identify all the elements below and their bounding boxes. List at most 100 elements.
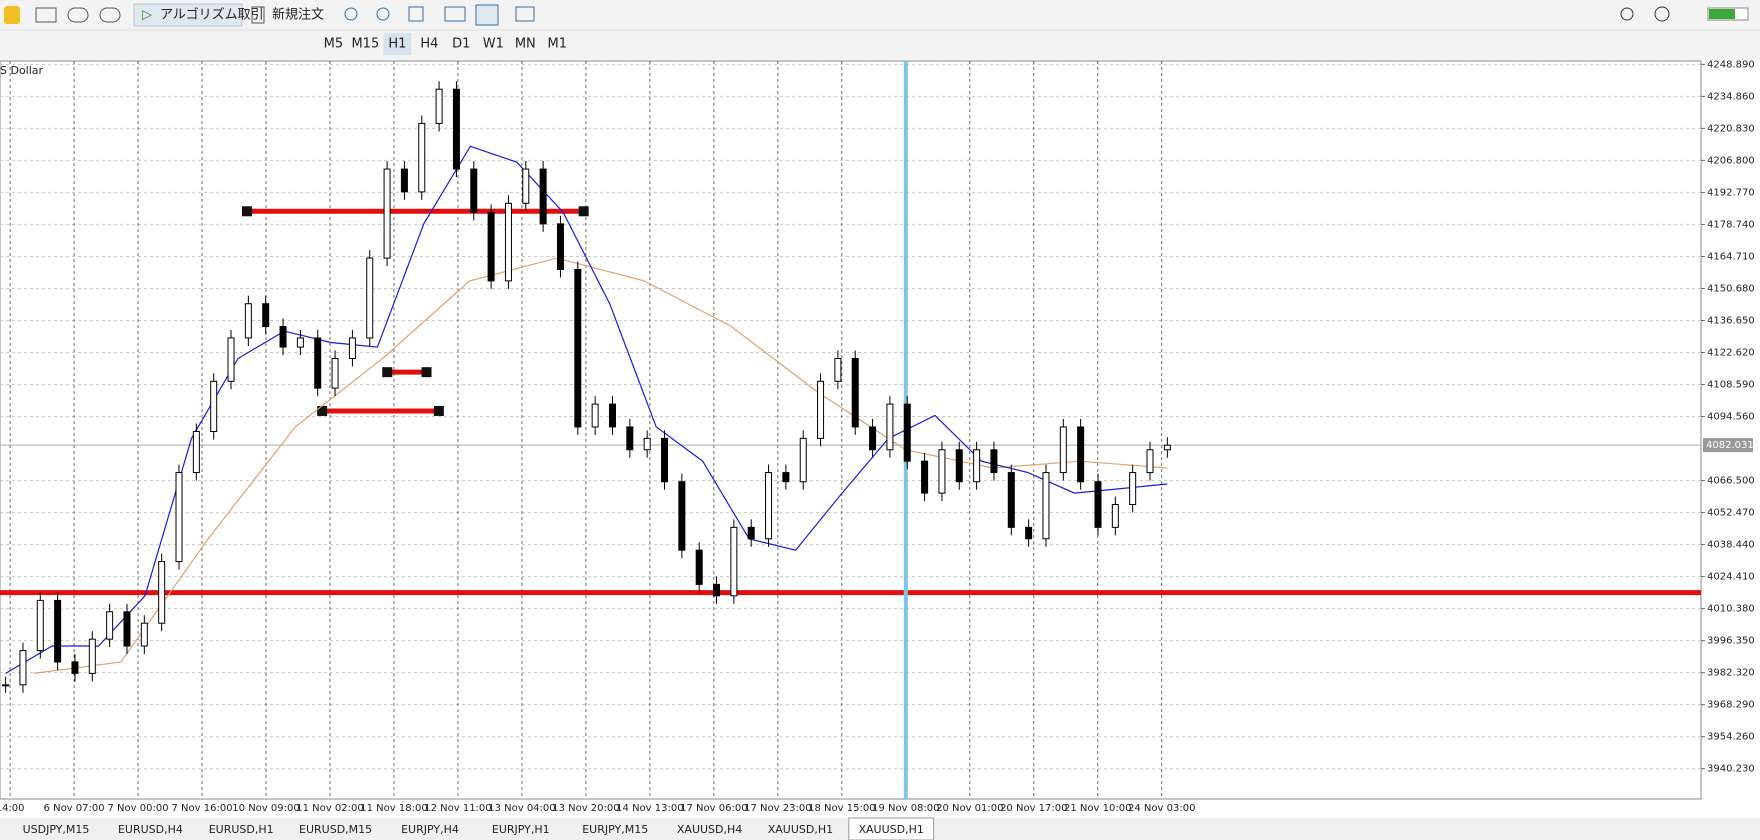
tab[interactable]: EURJPY,H4 [401,823,459,836]
zoom-in[interactable] [344,7,358,21]
icon[interactable] [67,7,89,23]
candle [747,526,755,540]
symbol-label: S Dollar [0,64,44,77]
timeframe[interactable]: H1 [388,37,406,52]
candle [955,449,963,483]
candle [851,357,859,428]
tab[interactable]: XAUUSD,H1 [859,823,924,836]
price-label: 4136.650 [1707,315,1755,326]
price-label: 3954.260 [1707,732,1755,743]
candle [123,611,131,647]
candle [2,684,10,687]
candle [54,599,62,663]
candle [140,622,148,647]
timeframe[interactable]: W1 [483,37,504,52]
screenshot-icon[interactable] [515,6,535,22]
level-handle[interactable] [317,405,328,416]
tab[interactable]: EURUSD,H4 [118,823,183,836]
time-label: 10 Nov 09:00 [232,803,299,814]
candle [383,168,391,259]
timeframe[interactable]: H4 [420,37,438,52]
time-label: 7 Nov 16:00 [172,803,233,814]
order-icon[interactable] [251,6,265,24]
shift-icon[interactable] [475,4,499,26]
tab[interactable]: USDJPY,M15 [23,823,90,836]
time-label: 14 Nov 13:00 [616,803,683,814]
price-label: 4052.470 [1707,508,1755,519]
time-label: 12 Nov 11:00 [424,803,491,814]
tab[interactable]: EURUSD,H1 [209,823,274,836]
candle [886,403,894,451]
tab[interactable]: XAUUSD,H1 [768,823,833,836]
tab[interactable]: EURUSD,M15 [299,823,372,836]
time-label: 13 Nov 04:00 [488,803,555,814]
candle [990,449,998,474]
tf-active [383,33,412,55]
timeframe[interactable]: D1 [452,37,470,52]
level-handle[interactable] [241,206,252,217]
candle [608,403,616,428]
tab[interactable]: XAUUSD,H4 [677,823,742,836]
tabs: USDJPY,M15 EURUSD,H4 EURUSD,H1 EURUSD,M15 EU… [23,817,935,840]
icon[interactable] [99,7,121,23]
timeframe[interactable]: M15 [351,37,379,52]
candle [938,449,946,494]
time-label: 21 Nov 10:00 [1064,803,1131,814]
candle [192,431,200,474]
icon[interactable] [4,6,20,24]
candle [782,472,790,483]
zoom-out[interactable] [376,7,390,21]
play-icon: ▷ [142,8,152,23]
candle [643,437,651,451]
candle [1111,504,1119,528]
scroll-icon[interactable] [444,6,466,22]
timeframe[interactable]: M1 [548,37,568,52]
time-label: 6 Nov 07:00 [44,803,105,814]
candle [400,168,408,193]
level-handle[interactable] [382,367,393,378]
time-label: 17 Nov 23:00 [744,803,811,814]
candle [713,583,721,597]
candle [504,202,512,282]
icon[interactable] [35,7,57,23]
price-label: 4220.830 [1707,123,1755,134]
candle [227,337,235,382]
price-label: 4234.860 [1707,91,1755,102]
candle [244,303,252,339]
timeframes: M5 M15 H1 H4 D1 W1 MN M1 [324,33,567,55]
price-label: 4248.890 [1707,59,1755,70]
level-handle[interactable] [421,367,432,378]
candle [1042,472,1050,540]
plot: 4248.890 4234.860 4220.830 4206.800 4192.770… [0,59,1755,814]
candle [71,661,79,674]
time-label: 11 Nov 02:00 [296,803,363,814]
price-label: 4010.380 [1707,604,1755,615]
time-label: 20 Nov 17:00 [1000,803,1067,814]
level-handle[interactable] [433,405,444,416]
candle [556,223,564,270]
timeframe[interactable]: M5 [324,37,344,52]
time-label: 17 Nov 06:00 [680,803,747,814]
level-handle[interactable] [578,206,589,217]
price-label: 3940.230 [1707,764,1755,775]
tab[interactable]: EURJPY,H1 [492,823,550,836]
grid-icon[interactable] [408,6,424,22]
candle [1007,472,1015,528]
candle [574,268,582,428]
account[interactable] [1654,6,1670,22]
search[interactable] [1620,7,1634,21]
algo-btn[interactable] [133,3,243,27]
current-price-box [1703,438,1753,453]
price-label: 4066.500 [1707,476,1755,487]
candle [661,437,669,483]
time-label: 7 Nov 00:00 [108,803,169,814]
tab[interactable]: EURJPY,M15 [582,823,648,836]
timeframe[interactable]: MN [515,37,536,52]
candle [19,650,27,686]
candle [973,449,981,483]
current-price-label: 4082.031 [1706,440,1754,451]
price-label: 4024.410 [1707,572,1755,583]
new-order-label[interactable]: 新規注文 [272,7,324,23]
candle [435,88,443,124]
